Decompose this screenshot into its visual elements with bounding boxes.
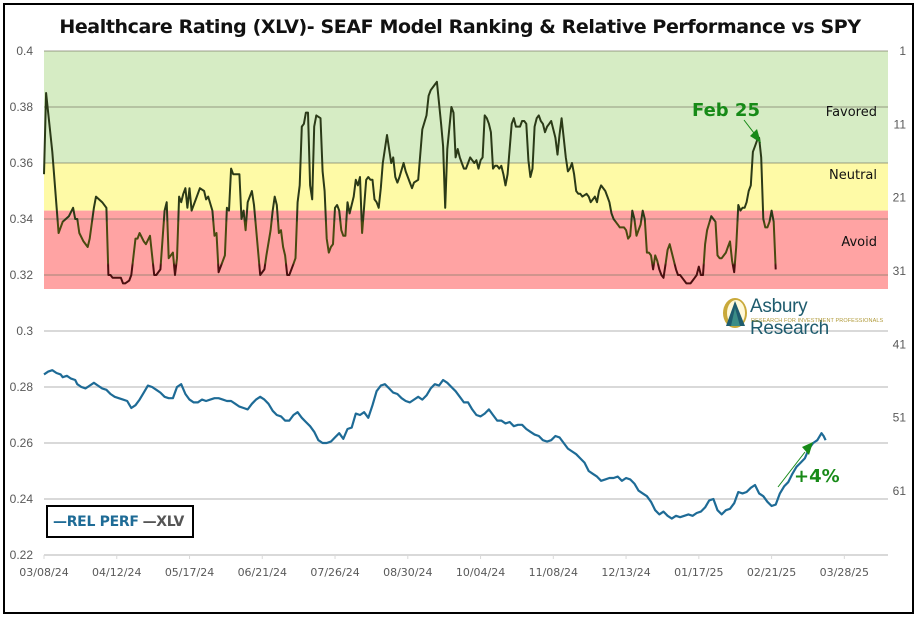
x-tick-label: 12/13/24 xyxy=(601,566,650,579)
x-tick-label: 08/30/24 xyxy=(383,566,432,579)
annotation-feb-25: Feb 25 xyxy=(692,100,760,121)
y-tick-left: 0.26 xyxy=(10,436,34,450)
logo-emblem-icon xyxy=(723,298,747,328)
x-tick-label: 02/21/25 xyxy=(747,566,796,579)
y-axis-left: 0.4 0.38 0.36 0.34 0.32 0.3 0.28 0.26 0.24 0.22 xyxy=(10,44,34,562)
y-tick-right: 31 xyxy=(893,264,907,278)
annotation-arrow-head-icon xyxy=(802,442,813,455)
annotation-arrow-shaft xyxy=(777,451,806,488)
grid-lines xyxy=(44,50,888,556)
x-tick-label: 03/28/25 xyxy=(820,566,869,579)
y-tick-left: 0.22 xyxy=(10,548,34,562)
band-label-favored: Favored xyxy=(826,105,877,120)
y-tick-right: 51 xyxy=(893,411,907,425)
x-tick-label: 11/08/24 xyxy=(529,566,578,579)
y-tick-left: 0.38 xyxy=(10,100,34,114)
band-avoid xyxy=(44,210,888,289)
legend: —REL PERF —XLV xyxy=(46,505,194,538)
logo-brand: Asbury Research xyxy=(750,296,829,339)
y-tick-right: 1 xyxy=(899,44,906,58)
y-tick-left: 0.28 xyxy=(10,380,34,394)
annotation-arrow-head-icon xyxy=(750,129,761,143)
y-tick-left: 0.24 xyxy=(10,492,34,506)
y-tick-left: 0.36 xyxy=(10,156,34,170)
band-labels: Favored Neutral Avoid xyxy=(826,105,877,250)
series-rel-perf-line xyxy=(43,369,827,520)
series-lines xyxy=(43,80,827,520)
x-tick-label: 06/21/24 xyxy=(238,566,287,579)
x-axis: 03/08/24 04/12/24 05/17/24 06/21/24 07/26/24… xyxy=(19,555,869,579)
y-tick-right: 41 xyxy=(893,337,907,351)
logo-tagline: RESEARCH FOR INVESTMENT PROFESSIONALS xyxy=(751,318,884,324)
y-tick-right: 61 xyxy=(893,484,907,498)
x-tick-label: 10/04/24 xyxy=(456,566,505,579)
asbury-research-logo: Asbury Research RESEARCH FOR INVESTMENT … xyxy=(722,296,887,339)
y-tick-left: 0.32 xyxy=(10,268,34,282)
y-tick-left: 0.3 xyxy=(16,324,33,338)
chart-title: Healthcare Rating (XLV)- SEAF Model Rank… xyxy=(59,16,861,38)
band-label-avoid: Avoid xyxy=(841,235,877,250)
y-tick-left: 0.34 xyxy=(10,212,34,226)
legend-rel-perf: —REL PERF xyxy=(53,513,139,530)
rating-bands xyxy=(44,51,888,289)
band-favored xyxy=(44,51,888,163)
x-tick-label: 07/26/24 xyxy=(310,566,359,579)
x-tick-label: 03/08/24 xyxy=(19,566,68,579)
y-tick-right: 11 xyxy=(894,117,907,131)
annotation-plus-4pct: +4% xyxy=(794,466,840,487)
y-tick-right: 21 xyxy=(893,191,907,205)
legend-xlv: —XLV xyxy=(142,513,185,530)
x-tick-label: 04/12/24 xyxy=(92,566,141,579)
x-tick-label: 05/17/24 xyxy=(165,566,214,579)
annotations: Feb 25 +4% xyxy=(692,100,840,488)
y-tick-left: 0.4 xyxy=(16,44,33,58)
x-tick-label: 01/17/25 xyxy=(674,566,723,579)
band-label-neutral: Neutral xyxy=(829,168,877,183)
series-xlv-line xyxy=(43,80,777,285)
